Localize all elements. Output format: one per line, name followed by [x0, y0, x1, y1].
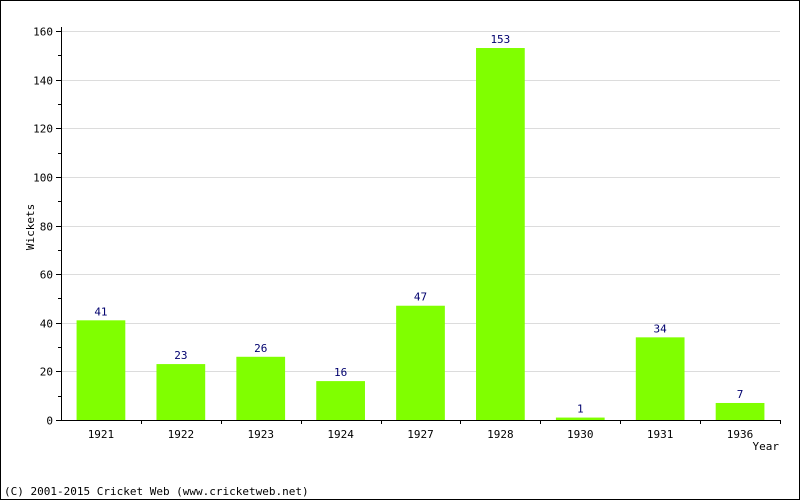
grid-lines [61, 31, 780, 372]
y-tick-labels: 0 20 40 60 80 100 120 140 160 [33, 26, 53, 428]
x-tick-label: 1931 [647, 428, 674, 441]
y-axis-title: Wickets [24, 204, 37, 250]
bar-1930 [555, 417, 605, 420]
data-label-1922: 23 [174, 349, 187, 362]
data-label-1936: 7 [737, 388, 744, 401]
bar-1927 [396, 305, 445, 420]
data-label-1921: 41 [94, 305, 107, 318]
bar-1923 [236, 356, 286, 420]
y-tick-label: 140 [33, 75, 53, 88]
data-label-1928: 153 [490, 33, 510, 46]
y-tick-label: 120 [33, 123, 53, 136]
x-tick-label: 1922 [168, 428, 195, 441]
bars [76, 48, 765, 421]
data-label-1923: 26 [254, 342, 267, 355]
x-tick-labels: 1921 1922 1923 1924 1927 1928 1930 1931 1936 [88, 428, 754, 441]
data-label-1930: 1 [577, 403, 584, 416]
x-tick-label: 1921 [88, 428, 115, 441]
x-tick-label: 1924 [327, 428, 354, 441]
y-tick-label: 80 [40, 221, 53, 234]
bar-1936 [715, 402, 765, 420]
data-labels: 41 23 26 16 47 153 1 34 7 [94, 33, 743, 416]
bar-1921 [76, 320, 126, 420]
y-tick-label: 40 [40, 318, 53, 331]
y-tick-label: 60 [40, 269, 53, 282]
x-tick-label: 1928 [487, 428, 514, 441]
bar-1922 [156, 364, 206, 420]
x-tick-label: 1927 [407, 428, 434, 441]
y-tick-label: 20 [40, 366, 53, 379]
x-axis-title: Year [753, 440, 780, 453]
y-tick-label: 0 [46, 415, 53, 428]
x-tick-label: 1936 [727, 428, 754, 441]
data-label-1927: 47 [414, 291, 427, 304]
copyright-text: (C) 2001-2015 Cricket Web (www.cricketwe… [4, 485, 309, 498]
bar-1931 [635, 337, 685, 420]
bar-1928 [476, 48, 525, 421]
data-label-1924: 16 [334, 366, 347, 379]
y-tick-label: 160 [33, 26, 53, 39]
axes [56, 27, 781, 424]
x-tick-label: 1930 [567, 428, 594, 441]
bar-1924 [316, 381, 365, 420]
y-tick-label: 100 [33, 172, 53, 185]
x-tick-label: 1923 [247, 428, 274, 441]
data-label-1931: 34 [654, 322, 668, 335]
